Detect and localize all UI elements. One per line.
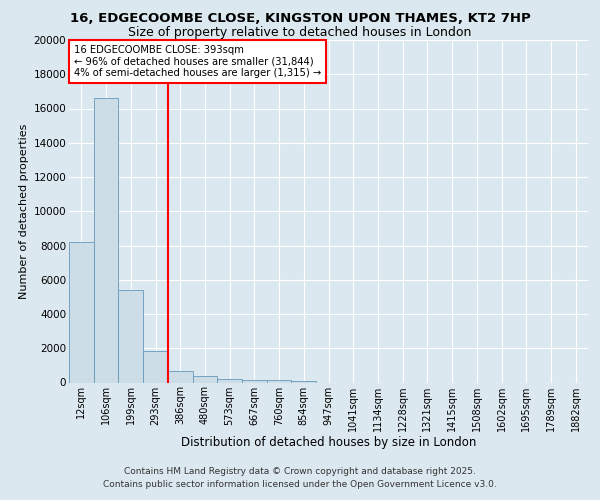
Bar bbox=[193, 376, 217, 382]
Bar bbox=[217, 378, 242, 382]
Text: Contains public sector information licensed under the Open Government Licence v3: Contains public sector information licen… bbox=[103, 480, 497, 489]
Bar bbox=[168, 371, 193, 382]
Bar bbox=[242, 380, 267, 382]
X-axis label: Distribution of detached houses by size in London: Distribution of detached houses by size … bbox=[181, 436, 476, 450]
Bar bbox=[94, 98, 118, 382]
Bar bbox=[143, 351, 168, 382]
Bar bbox=[267, 380, 292, 382]
Text: 16 EDGECOOMBE CLOSE: 393sqm
← 96% of detached houses are smaller (31,844)
4% of : 16 EDGECOOMBE CLOSE: 393sqm ← 96% of det… bbox=[74, 45, 322, 78]
Text: Size of property relative to detached houses in London: Size of property relative to detached ho… bbox=[128, 26, 472, 39]
Text: Contains HM Land Registry data © Crown copyright and database right 2025.: Contains HM Land Registry data © Crown c… bbox=[124, 467, 476, 476]
Bar bbox=[118, 290, 143, 382]
Bar bbox=[292, 380, 316, 382]
Y-axis label: Number of detached properties: Number of detached properties bbox=[19, 124, 29, 299]
Bar bbox=[69, 242, 94, 382]
Text: 16, EDGECOOMBE CLOSE, KINGSTON UPON THAMES, KT2 7HP: 16, EDGECOOMBE CLOSE, KINGSTON UPON THAM… bbox=[70, 12, 530, 26]
